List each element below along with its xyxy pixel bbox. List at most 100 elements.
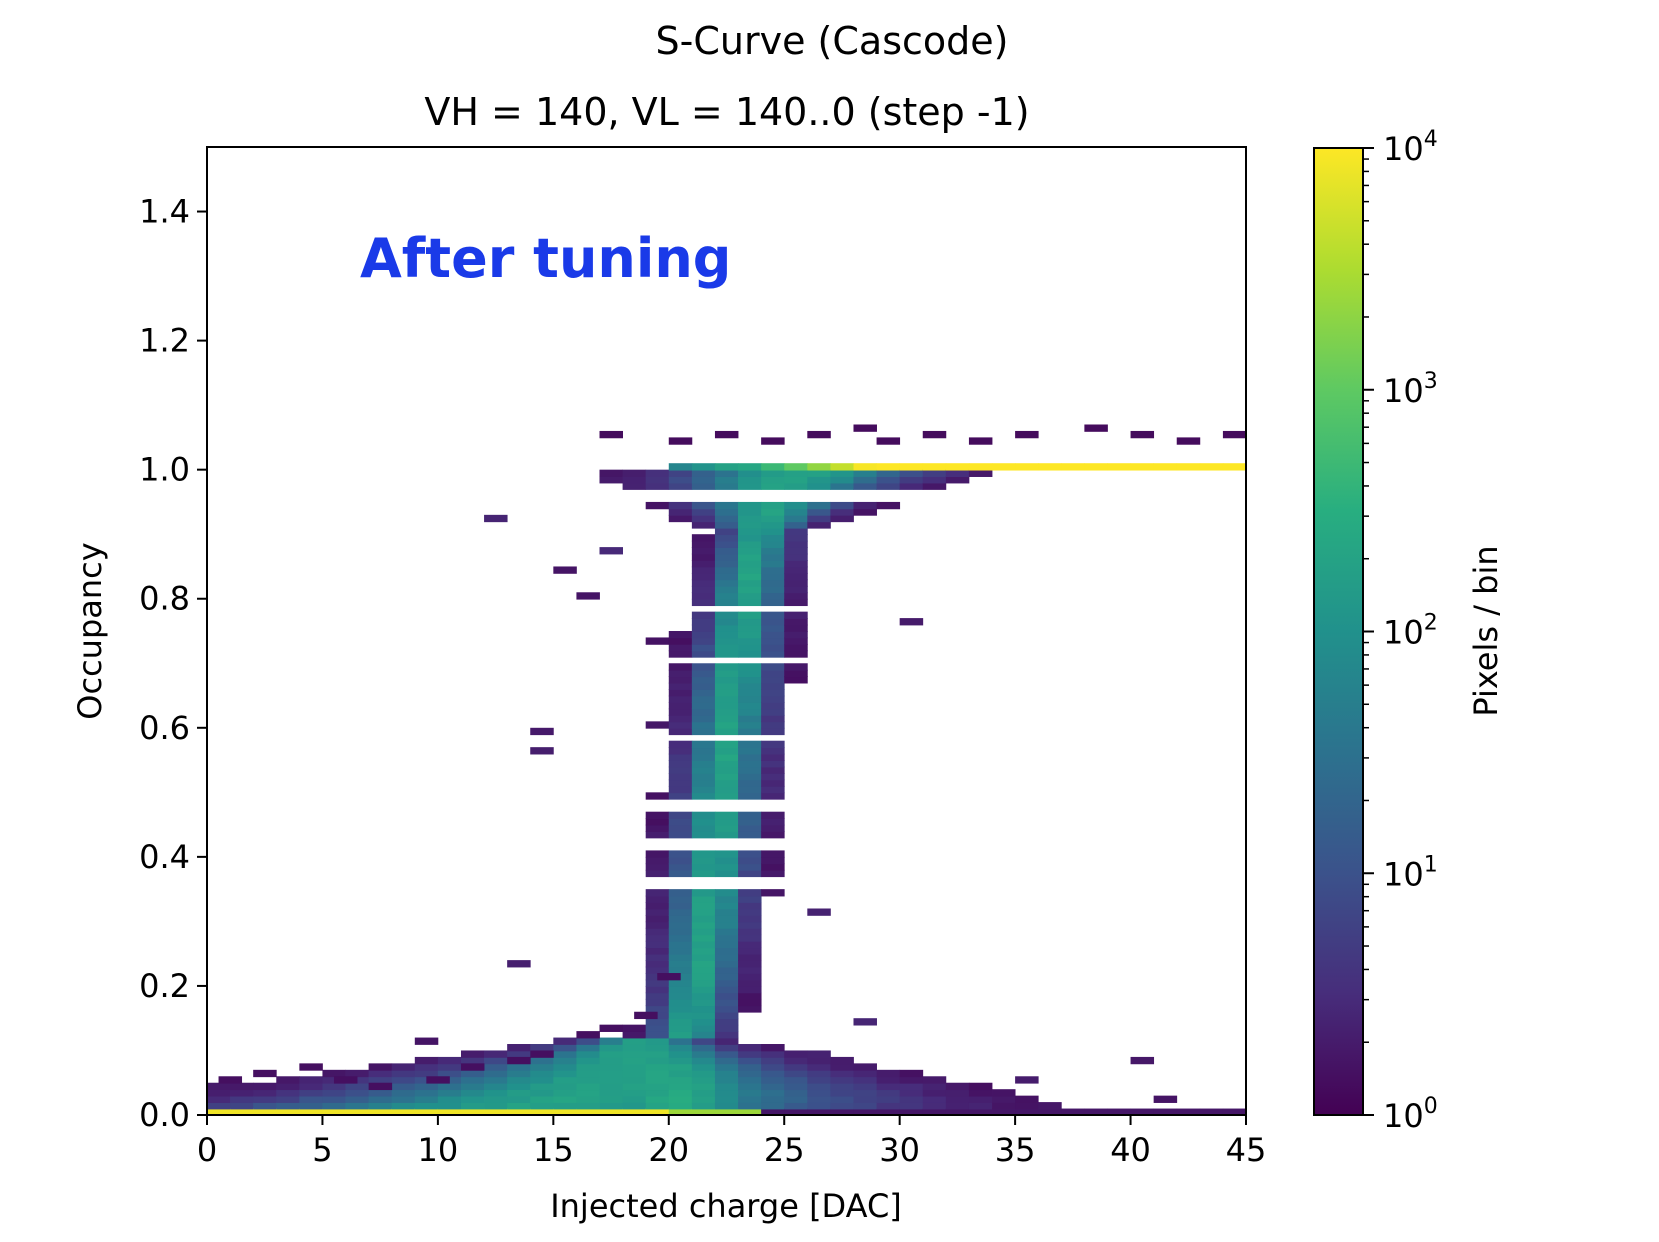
heatmap-cell — [645, 850, 670, 858]
heatmap-cell — [784, 553, 808, 561]
heatmap-cell — [691, 785, 716, 794]
heatmap-cell — [945, 1108, 970, 1115]
heatmap-cell — [1153, 1108, 1178, 1115]
heatmap-cell — [738, 947, 762, 955]
heatmap-cell — [714, 869, 739, 878]
heatmap-cell — [668, 947, 693, 955]
heatmap-cell — [714, 560, 739, 568]
heatmap-cell — [553, 1076, 577, 1084]
heatmap-cell — [761, 811, 785, 820]
heatmap-cell — [807, 1089, 831, 1097]
heatmap-cell — [668, 682, 693, 690]
x-tick-label: 0 — [197, 1131, 217, 1169]
heatmap-cell — [784, 1050, 808, 1058]
heatmap-cell — [691, 869, 716, 878]
heatmap-cell — [1107, 463, 1131, 471]
heatmap-cell — [345, 1089, 370, 1097]
heatmap-cell — [738, 624, 762, 632]
heatmap-cell — [691, 611, 716, 619]
heatmap-cell — [530, 1108, 554, 1115]
heatmap-cell — [784, 1076, 808, 1084]
heatmap-cell — [1015, 463, 1039, 471]
heatmap-cell — [714, 1076, 739, 1084]
heatmap-cell — [968, 463, 993, 471]
heatmap-cell — [761, 740, 785, 749]
heatmap-cell — [668, 869, 693, 878]
heatmap-cell — [299, 1082, 323, 1091]
heatmap-cell — [345, 1082, 370, 1091]
heatmap-cell — [622, 1044, 647, 1052]
heatmap-cell — [691, 1102, 716, 1110]
heatmap-cell — [761, 663, 785, 671]
colorbar — [1313, 147, 1364, 1116]
heatmap-cell — [761, 437, 785, 445]
heatmap-cell — [645, 1018, 670, 1026]
heatmap-cell — [691, 824, 716, 832]
heatmap-cell — [738, 1005, 762, 1013]
heatmap-cell — [691, 585, 716, 594]
heatmap-cell — [714, 760, 739, 768]
heatmap-cell — [714, 856, 739, 865]
heatmap-cell — [691, 553, 716, 561]
heatmap-cell — [207, 1108, 231, 1115]
x-tick-label: 5 — [312, 1131, 332, 1169]
heatmap-cells — [207, 424, 1246, 1115]
heatmap-cell — [761, 766, 785, 774]
y-tick-label: 0.8 — [139, 580, 190, 618]
heatmap-cell — [691, 682, 716, 690]
heatmap-cell — [784, 501, 808, 510]
heatmap-cell — [761, 1108, 785, 1115]
heatmap-cell — [576, 592, 600, 600]
heatmap-cell — [761, 676, 785, 684]
heatmap-cell — [714, 695, 739, 703]
heatmap-cell — [714, 721, 739, 729]
heatmap-cell — [645, 476, 670, 484]
heatmap-cell — [830, 1069, 854, 1078]
heatmap-cell — [345, 1102, 370, 1110]
heatmap-cell — [807, 1050, 831, 1058]
heatmap-cell — [645, 998, 670, 1007]
heatmap-cell — [668, 953, 693, 961]
heatmap-cell — [830, 463, 854, 471]
heatmap-cell — [668, 1024, 693, 1032]
y-axis-label: Occupancy — [71, 542, 109, 719]
heatmap-cell — [807, 508, 831, 516]
heatmap-cell — [714, 689, 739, 697]
heatmap-cell — [668, 1044, 693, 1052]
heatmap-cell — [691, 1024, 716, 1032]
heatmap-cell — [299, 1089, 323, 1097]
heatmap-cell — [253, 1102, 277, 1110]
heatmap-cell — [807, 521, 831, 529]
heatmap-cell — [761, 714, 785, 723]
x-axis-ticks: 0 5 10 15 20 25 30 35 40 45 — [197, 1115, 1266, 1169]
heatmap-cell — [761, 598, 785, 607]
heatmap-cell — [553, 1044, 577, 1052]
heatmap-cell — [576, 1069, 600, 1078]
heatmap-cell — [945, 1089, 970, 1097]
x-tick-label: 25 — [764, 1131, 805, 1169]
heatmap-cell — [784, 611, 808, 619]
heatmap-cell — [368, 1063, 393, 1071]
heatmap-cell — [992, 1095, 1016, 1103]
heatmap-cell — [830, 508, 854, 516]
heatmap-cell — [922, 463, 947, 471]
chart-title: S-Curve (Cascode) — [656, 19, 1009, 63]
heatmap-cell — [645, 1056, 670, 1065]
heatmap-cell — [507, 960, 531, 968]
heatmap-cell — [807, 1102, 831, 1110]
heatmap-cell — [714, 753, 739, 761]
heatmap-cell — [599, 1095, 623, 1103]
heatmap-cell — [576, 1031, 600, 1039]
heatmap-cell — [784, 1102, 808, 1110]
heatmap-cell — [853, 1082, 877, 1091]
heatmap-cell — [368, 1069, 393, 1078]
heatmap-cell — [668, 1095, 693, 1103]
heatmap-cell — [761, 669, 785, 678]
heatmap-cell — [507, 1044, 531, 1052]
heatmap-cell — [645, 927, 670, 936]
heatmap-cell — [1130, 430, 1155, 439]
heatmap-cell — [668, 714, 693, 723]
heatmap-cell — [738, 682, 762, 690]
heatmap-cell — [668, 501, 693, 510]
heatmap-cell — [645, 1050, 670, 1058]
